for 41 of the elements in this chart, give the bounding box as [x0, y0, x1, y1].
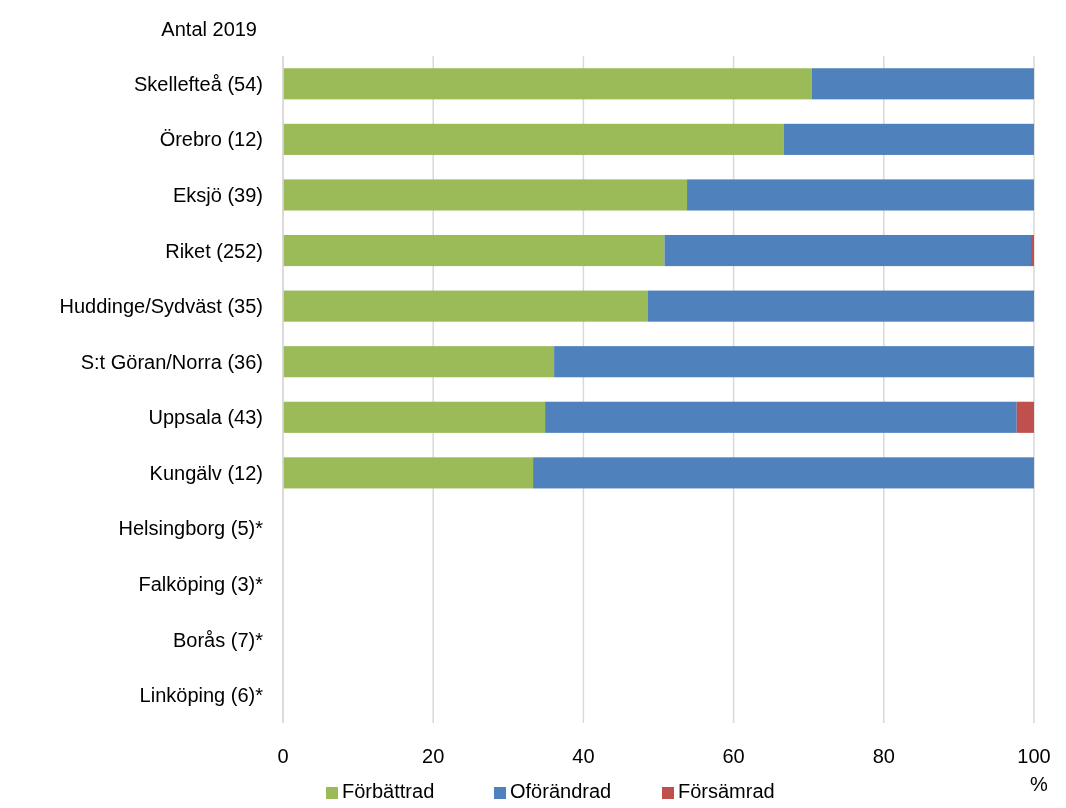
y-tick-label: Falköping (3)* — [138, 573, 264, 596]
y-tick-label: Örebro (12) — [159, 128, 263, 151]
x-tick-label: 20 — [422, 745, 445, 767]
y-tick-label: Huddinge/Sydväst (35) — [59, 295, 263, 318]
legend-label: Förbättrad — [342, 780, 435, 802]
y-tick-label: Uppsala (43) — [148, 406, 263, 429]
bar — [811, 68, 1034, 100]
bar — [283, 68, 812, 100]
bar — [545, 401, 1017, 433]
bar — [647, 290, 1034, 322]
x-tick-label: 60 — [722, 745, 745, 767]
y-tick-label: Borås (7)* — [172, 628, 264, 651]
y-tick-label: Eksjö (39) — [172, 183, 263, 206]
x-tick-label: 80 — [872, 745, 895, 767]
bar — [283, 179, 688, 211]
x-tick-label: 0 — [277, 745, 289, 767]
bar — [283, 234, 665, 267]
bar — [664, 234, 1031, 267]
y-tick-label: Kungälv (12) — [149, 461, 263, 484]
bar — [554, 346, 1034, 378]
y-tick-label: S:t Göran/Norra (36) — [80, 350, 263, 373]
bar — [533, 457, 1034, 489]
bar — [283, 457, 534, 489]
bar — [1031, 234, 1034, 267]
y-tick-label: Helsingborg (5)* — [118, 517, 264, 540]
bar — [283, 290, 648, 322]
legend-label: Försämrad — [678, 780, 775, 802]
bar — [283, 123, 784, 155]
bar — [283, 346, 555, 378]
bar — [1016, 401, 1034, 433]
y-tick-label: Linköping (6)* — [139, 684, 264, 707]
bar — [283, 401, 546, 433]
y-tick-label: Riket (252) — [165, 239, 263, 262]
x-tick-label: 100 — [1017, 745, 1051, 767]
y-tick-label: Skellefteå (54) — [134, 72, 263, 95]
y-axis-title: Antal 2019 — [161, 18, 257, 40]
bar — [783, 123, 1034, 155]
legend-label: Oförändrad — [510, 780, 612, 802]
bar — [687, 179, 1034, 211]
x-tick-label: 40 — [572, 745, 595, 767]
x-axis-title: % — [1030, 773, 1049, 795]
